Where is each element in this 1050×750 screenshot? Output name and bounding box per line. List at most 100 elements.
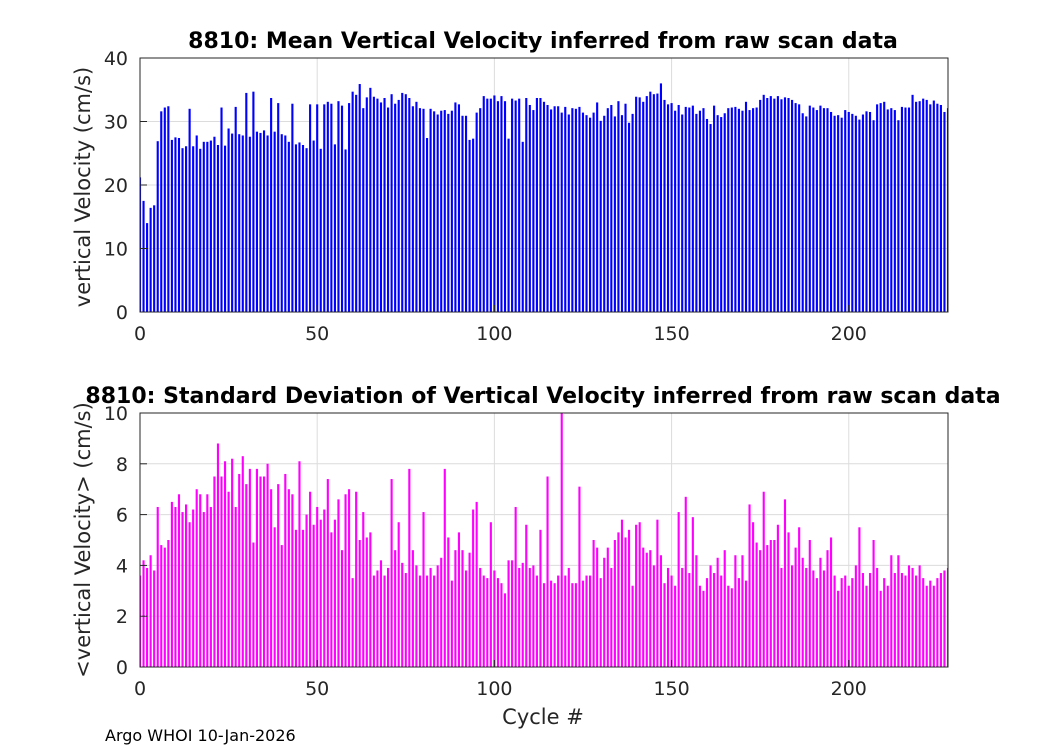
top-bar (454, 102, 457, 312)
bottom-bar (532, 565, 535, 667)
top-bar (301, 145, 305, 312)
top-bar (192, 146, 195, 312)
bottom-bar (266, 463, 269, 667)
bottom-bar (620, 519, 624, 667)
top-bar (234, 106, 237, 313)
top-bar (613, 116, 616, 312)
top-bar (146, 223, 149, 312)
top-bar (794, 103, 797, 312)
bottom-bar (723, 550, 726, 667)
bottom-bar (326, 479, 329, 667)
bottom-bar (946, 567, 948, 667)
top-bar (603, 115, 606, 312)
bottom-bar (454, 550, 457, 667)
bottom-bar (425, 575, 429, 667)
bottom-bar (939, 573, 942, 667)
bottom-bar (734, 555, 737, 667)
top-bar (202, 141, 205, 312)
top-bar (298, 142, 301, 312)
top-bar (936, 103, 939, 312)
top-bar (177, 138, 181, 312)
top-bar (900, 106, 903, 313)
bottom-bar (571, 583, 574, 667)
bottom-bar (199, 494, 202, 667)
bottom-bar (833, 575, 836, 667)
bottom-bar (539, 529, 542, 667)
bottom-bar (287, 489, 290, 667)
bottom-bar (277, 484, 280, 667)
top-bar (383, 98, 386, 312)
top-bar (425, 138, 429, 312)
bottom-bar (521, 562, 524, 667)
bottom-ytick-label: 0 (116, 657, 128, 679)
top-bar (273, 131, 276, 312)
top-bar (627, 122, 631, 313)
top-ytick-label: 40 (104, 48, 128, 70)
bottom-bar (140, 575, 142, 667)
bottom-bar (730, 588, 733, 667)
bottom-chart-xticks: 0 50 100 150 200 (134, 660, 867, 700)
bottom-bar (411, 550, 414, 667)
bottom-bar (936, 578, 939, 667)
bottom-bar (932, 585, 935, 667)
bottom-bar (578, 486, 581, 667)
bottom-bar (170, 501, 173, 667)
bottom-chart-xlabel: Cycle # (502, 705, 584, 729)
bottom-bar (365, 537, 368, 667)
bottom-bar (581, 580, 585, 667)
bottom-bar (344, 494, 347, 667)
top-bar (886, 109, 889, 312)
top-bar (918, 101, 921, 313)
bottom-bar (259, 476, 262, 667)
bottom-bar (429, 567, 432, 667)
top-bar (542, 101, 546, 312)
top-bar (294, 144, 297, 312)
bottom-bar (599, 578, 602, 667)
bottom-bar (422, 512, 425, 667)
top-bar (241, 135, 244, 312)
top-bar (812, 107, 815, 312)
stddev-velocity-chart: 8810: Standard Deviation of Vertical Vel… (71, 384, 1001, 729)
bottom-bar (397, 522, 400, 667)
bottom-bar (177, 494, 181, 667)
bottom-bar (762, 491, 765, 667)
bottom-bar (433, 575, 436, 667)
top-chart-ylabel: vertical Velocity (cm/s) (71, 67, 95, 307)
top-bar (181, 148, 184, 312)
top-bar (890, 108, 893, 312)
top-bar (167, 106, 170, 312)
bottom-bar (216, 443, 220, 667)
bottom-bar (677, 512, 680, 667)
bottom-bar (564, 575, 567, 667)
bottom-bar (631, 585, 634, 667)
top-bar (656, 93, 659, 312)
bottom-bar (918, 565, 921, 667)
top-bar (861, 114, 865, 312)
bottom-bar (468, 552, 471, 667)
bottom-bar (209, 506, 212, 667)
bottom-bar (663, 583, 666, 667)
bottom-bar (886, 585, 889, 667)
top-bar (511, 98, 514, 312)
bottom-bar (167, 540, 170, 667)
top-xtick-label: 150 (653, 323, 689, 345)
top-bar (946, 108, 948, 312)
bottom-bar (457, 532, 461, 667)
bottom-bar (826, 550, 829, 667)
top-bar (635, 96, 638, 313)
bottom-bar (284, 473, 287, 667)
top-bar (387, 107, 390, 312)
top-bar (394, 103, 397, 312)
top-bar (815, 110, 818, 312)
bottom-bar (255, 468, 259, 667)
bottom-bar (542, 583, 546, 667)
bottom-bar (227, 491, 230, 667)
top-bar (652, 94, 655, 312)
top-bar (808, 105, 811, 313)
top-bar (553, 106, 556, 312)
top-bar (149, 207, 152, 312)
top-bar (589, 117, 592, 312)
bottom-bar (720, 575, 723, 667)
top-bar (773, 98, 776, 312)
top-bar (340, 105, 344, 313)
